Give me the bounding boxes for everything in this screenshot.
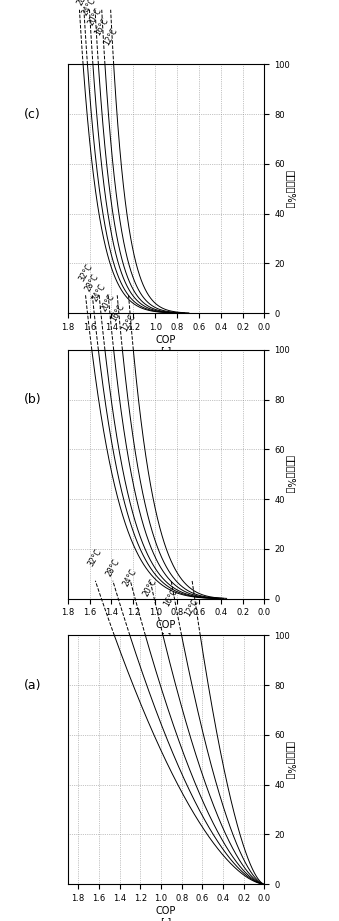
X-axis label: COP
[-]: COP [-] [156, 334, 176, 356]
Y-axis label: 負荷率［%］: 負荷率［%］ [285, 455, 296, 494]
Text: 28°C: 28°C [75, 0, 93, 7]
Text: (a): (a) [24, 679, 41, 692]
Text: 16°C: 16°C [163, 588, 180, 608]
Text: 20°C: 20°C [86, 6, 104, 27]
Text: 28°C: 28°C [104, 558, 121, 578]
Text: 28°C: 28°C [84, 273, 101, 293]
Text: 12°C: 12°C [102, 27, 119, 47]
Text: 20°C: 20°C [100, 292, 117, 313]
X-axis label: COP
[-]: COP [-] [156, 905, 176, 921]
X-axis label: COP
[-]: COP [-] [156, 620, 176, 642]
Y-axis label: 負荷率［%］: 負荷率［%］ [285, 169, 296, 208]
Text: 24°C: 24°C [122, 567, 139, 589]
Text: 24°C: 24°C [91, 282, 108, 303]
Text: 32°C: 32°C [87, 548, 104, 568]
Text: 32°C: 32°C [77, 262, 94, 283]
Text: (c): (c) [24, 108, 41, 121]
Text: (b): (b) [24, 393, 41, 406]
Text: 16°C: 16°C [93, 17, 110, 37]
Y-axis label: 負荷率［%］: 負荷率［%］ [285, 740, 296, 779]
Text: 24°C: 24°C [81, 0, 98, 17]
Text: 20°C: 20°C [142, 577, 159, 599]
Text: 12°C: 12°C [184, 598, 201, 618]
Text: 12°C: 12°C [120, 312, 137, 332]
Text: 16°C: 16°C [109, 302, 126, 322]
